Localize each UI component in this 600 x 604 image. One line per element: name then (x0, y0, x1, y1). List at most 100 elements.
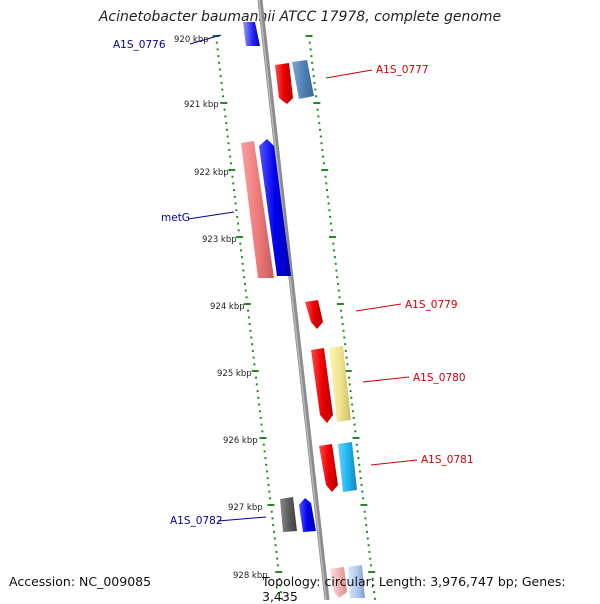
gene-label-a1s-0782[interactable]: A1S_0782 (170, 515, 223, 527)
minor-tick (364, 517, 367, 520)
minor-tick (340, 316, 343, 319)
minor-tick (266, 477, 269, 480)
minor-tick (367, 544, 370, 547)
minor-tick (366, 537, 369, 540)
minor-tick (257, 396, 260, 399)
minor-tick (237, 229, 240, 232)
minor-tick (235, 209, 238, 212)
minor-tick (315, 95, 318, 98)
gene-a1s-0781[interactable] (319, 442, 357, 492)
major-tick (220, 102, 228, 104)
gene-label-a1s-0777[interactable]: A1S_0777 (376, 64, 429, 76)
minor-tick (352, 416, 355, 419)
minor-tick (269, 497, 272, 500)
minor-tick (237, 222, 239, 225)
minor-tick (220, 81, 223, 84)
minor-tick (328, 209, 331, 212)
minor-tick (326, 189, 328, 192)
minor-tick (216, 48, 219, 51)
minor-tick (333, 249, 336, 252)
minor-tick (365, 524, 368, 527)
minor-tick (255, 383, 258, 386)
gene-a1s-0776-fragment[interactable] (243, 22, 260, 46)
minor-tick (229, 155, 232, 158)
minor-tick (337, 282, 339, 285)
minor-tick (253, 363, 256, 366)
minor-tick (325, 182, 328, 185)
track-right (305, 35, 376, 600)
minor-tick (218, 61, 221, 64)
major-tick (275, 571, 283, 573)
minor-tick (358, 463, 361, 466)
minor-tick (258, 410, 261, 413)
minor-tick (256, 390, 259, 393)
minor-tick (258, 403, 261, 406)
minor-tick (342, 329, 345, 332)
minor-tick (242, 269, 245, 272)
minor-tick (322, 155, 325, 158)
minor-tick (329, 215, 332, 218)
minor-tick (274, 544, 277, 547)
minor-tick (239, 242, 242, 245)
minor-tick (276, 564, 279, 567)
minor-tick (234, 202, 237, 205)
axis-label-921: 921 kbp (184, 100, 219, 110)
minor-tick (270, 510, 273, 513)
minor-tick (359, 470, 361, 473)
minor-tick (244, 282, 246, 285)
minor-tick (227, 142, 230, 145)
axis-label-925: 925 kbp (217, 369, 252, 379)
minor-tick (217, 55, 220, 58)
minor-tick (357, 457, 360, 460)
gene-a1s-0779[interactable] (305, 300, 323, 329)
minor-tick (341, 323, 344, 326)
minor-tick (259, 416, 262, 419)
callout-metG (187, 211, 235, 220)
minor-tick (353, 423, 356, 426)
minor-tick (250, 336, 253, 339)
minor-tick (265, 463, 268, 466)
major-tick (368, 571, 376, 573)
minor-tick (231, 175, 234, 178)
major-tick (267, 504, 275, 506)
gene-bottom-fragment[interactable] (330, 565, 365, 598)
gene-metG[interactable] (241, 139, 291, 278)
gene-a1s-0780[interactable] (311, 346, 351, 423)
minor-tick (373, 597, 376, 600)
minor-tick (324, 175, 327, 178)
major-tick (360, 504, 368, 506)
minor-tick (330, 222, 332, 225)
minor-tick (280, 591, 283, 594)
gene-label-a1s-0779[interactable]: A1S_0779 (405, 299, 458, 311)
gene-label-a1s-0781[interactable]: A1S_0781 (421, 454, 474, 466)
major-tick (259, 437, 267, 439)
major-tick (321, 169, 329, 171)
minor-tick (319, 135, 322, 138)
minor-tick (333, 256, 336, 259)
gene-label-a1s-0780[interactable]: A1S_0780 (413, 372, 466, 384)
minor-tick (273, 530, 275, 533)
minor-tick (260, 423, 263, 426)
minor-tick (350, 396, 353, 399)
minor-tick (351, 403, 354, 406)
backbone-highlight (258, 0, 327, 600)
minor-tick (226, 128, 228, 131)
minor-tick (368, 550, 371, 553)
minor-tick (226, 135, 229, 138)
gene-label-a1s-0776[interactable]: A1S_0776 (113, 39, 166, 51)
gene-a1s-0782[interactable] (280, 497, 316, 532)
minor-tick (349, 390, 352, 393)
minor-tick (228, 148, 231, 151)
minor-tick (369, 564, 372, 567)
minor-tick (345, 356, 348, 359)
minor-tick (359, 477, 362, 480)
major-tick (236, 236, 243, 238)
minor-tick (252, 356, 255, 359)
minor-tick (263, 450, 266, 453)
minor-tick (322, 162, 325, 165)
gene-label-metG[interactable]: metG (161, 212, 190, 224)
minor-tick (320, 142, 323, 145)
axis-label-926: 926 kbp (223, 436, 258, 446)
axis-label-924: 924 kbp (210, 302, 245, 312)
gene-a1s-0777[interactable] (275, 60, 314, 104)
